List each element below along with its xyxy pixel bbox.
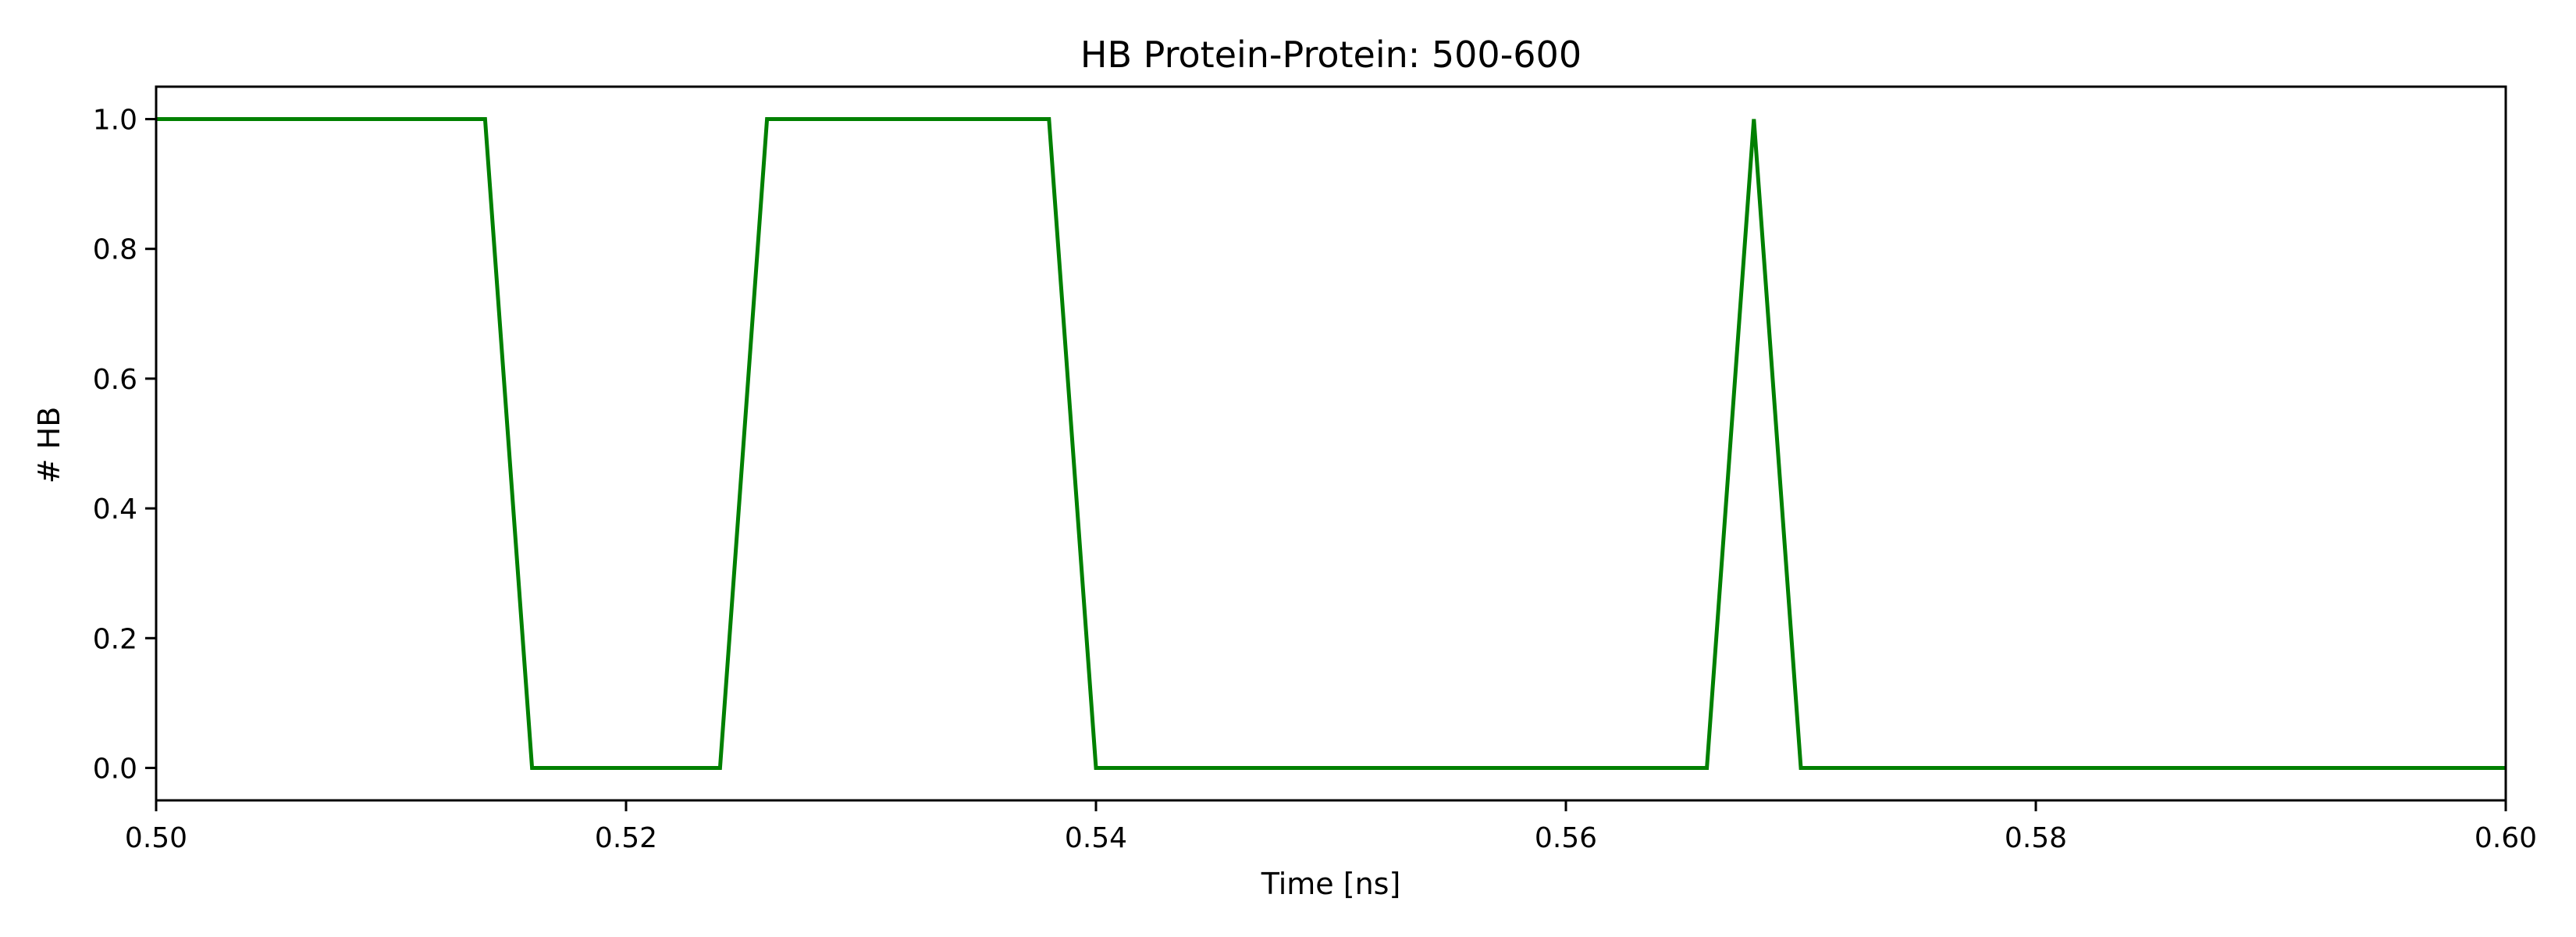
x-tick-label: 0.50 [125,822,187,854]
y-tick-label: 0.2 [93,623,137,655]
y-axis-label: # HB [32,407,66,484]
chart-title: HB Protein-Protein: 500-600 [1080,34,1582,76]
x-tick-label: 0.58 [2005,822,2067,854]
x-tick-label: 0.60 [2475,822,2537,854]
x-tick-label: 0.52 [595,822,657,854]
plot-area [156,117,2506,770]
y-tick-label: 0.6 [93,364,137,396]
y-tick-label: 0.0 [93,753,137,785]
x-axis-label: Time [ns] [1261,867,1401,901]
plot-frame [155,85,2507,802]
x-tick-label: 0.54 [1065,822,1127,854]
series-line [156,117,2506,770]
x-tick-label: 0.56 [1535,822,1597,854]
y-tick-label: 1.0 [93,105,137,137]
y-tick-label: 0.4 [93,493,137,526]
y-tick-label: 0.8 [93,234,137,266]
